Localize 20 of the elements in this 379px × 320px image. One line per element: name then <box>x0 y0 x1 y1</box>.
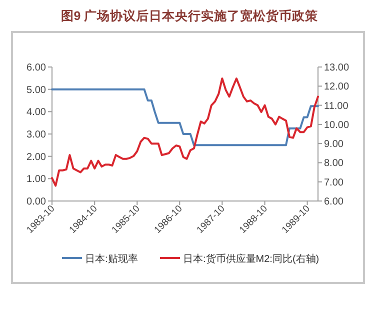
legend-label: 日本:货币供应量M2:同比(右轴) <box>183 253 320 265</box>
y-tick-label: 0.00 <box>26 196 46 208</box>
line-series <box>51 77 319 187</box>
y2-tick-label: 8.00 <box>324 158 344 170</box>
y2-tick-label: 11.00 <box>324 100 349 112</box>
line-series <box>51 88 319 146</box>
y2-tick-label: 7.00 <box>324 177 344 188</box>
y2-tick-label: 12.00 <box>324 82 350 93</box>
y-tick-label: 4.00 <box>26 107 46 118</box>
y-tick-label: 3.00 <box>26 130 46 140</box>
y2-tick-label: 9.00 <box>324 139 344 150</box>
chart-title: 图9 广场协议后日本央行实施了宽松货币政策 <box>60 8 318 23</box>
y-tick-label: 6.00 <box>26 62 46 74</box>
y2-tick-label: 6.00 <box>324 196 344 208</box>
legend-label: 日本:贴现率 <box>85 253 138 265</box>
y2-tick-label: 13.00 <box>324 62 350 74</box>
y-tick-label: 1.00 <box>26 174 46 186</box>
y-tick-label: 5.00 <box>26 84 46 96</box>
y-tick-label: 2.00 <box>26 152 46 163</box>
y2-tick-label: 10.00 <box>324 120 350 131</box>
